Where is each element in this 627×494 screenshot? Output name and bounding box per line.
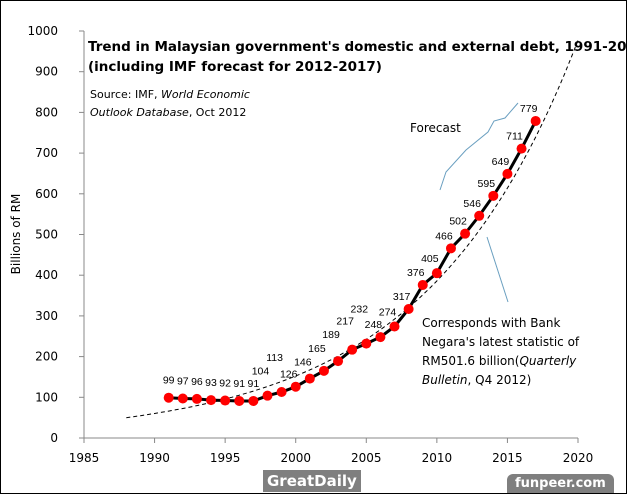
data-point bbox=[206, 395, 217, 406]
data-label: 232 bbox=[351, 304, 369, 316]
data-point bbox=[333, 356, 344, 367]
x-tick-label: 2015 bbox=[492, 451, 523, 465]
data-label: 91 bbox=[233, 378, 245, 390]
data-point bbox=[403, 303, 414, 314]
data-point bbox=[177, 393, 188, 404]
data-point bbox=[276, 387, 287, 398]
y-tick-label: 900 bbox=[35, 65, 58, 79]
chart-title: Trend in Malaysian government's domestic… bbox=[88, 39, 627, 55]
forecast-brace bbox=[439, 102, 519, 191]
data-label: 189 bbox=[322, 329, 340, 341]
data-label: 93 bbox=[205, 377, 217, 389]
y-tick-label: 700 bbox=[35, 146, 58, 160]
data-label: 99 bbox=[163, 375, 175, 387]
data-point bbox=[530, 115, 541, 126]
y-tick-label: 800 bbox=[35, 105, 58, 119]
bank-note-line-3: RM501.6 billion(Quarterly bbox=[422, 354, 577, 368]
watermark-funpeer: funpeer.com bbox=[507, 474, 614, 493]
callout-line bbox=[486, 236, 509, 303]
data-point bbox=[290, 381, 301, 392]
data-label: 217 bbox=[336, 316, 354, 328]
data-label: 126 bbox=[280, 369, 298, 381]
data-point bbox=[163, 392, 174, 403]
data-point bbox=[191, 393, 202, 404]
data-label: 595 bbox=[478, 178, 496, 190]
x-tick-label: 2005 bbox=[351, 451, 382, 465]
data-point bbox=[347, 344, 358, 355]
x-tick-label: 2010 bbox=[422, 451, 453, 465]
bank-note-line-2: Negara's latest statistic of bbox=[422, 335, 580, 349]
data-label: 248 bbox=[365, 319, 383, 331]
x-tick-label: 1990 bbox=[139, 451, 170, 465]
data-point bbox=[445, 243, 456, 254]
y-tick-label: 1000 bbox=[27, 24, 58, 38]
y-tick-label: 0 bbox=[50, 431, 58, 445]
y-tick-label: 300 bbox=[35, 309, 58, 323]
data-label: 96 bbox=[191, 376, 203, 388]
y-tick-label: 100 bbox=[35, 390, 58, 404]
bank-note-line-4: Bulletin, Q4 2012) bbox=[422, 373, 531, 387]
data-point bbox=[516, 143, 527, 154]
data-label: 104 bbox=[252, 366, 270, 378]
data-point bbox=[304, 373, 315, 384]
data-point bbox=[431, 268, 442, 279]
x-tick-label: 1995 bbox=[210, 451, 241, 465]
data-label: 546 bbox=[463, 198, 481, 210]
data-label: 466 bbox=[435, 230, 453, 242]
data-label: 779 bbox=[520, 103, 538, 115]
data-point bbox=[220, 395, 231, 406]
data-point bbox=[361, 338, 372, 349]
data-label: 405 bbox=[421, 253, 439, 265]
data-point bbox=[248, 395, 259, 406]
data-label: 711 bbox=[506, 131, 523, 143]
y-tick-label: 200 bbox=[35, 350, 58, 364]
data-label: 317 bbox=[393, 291, 411, 303]
y-tick-label: 400 bbox=[35, 268, 58, 282]
x-tick-label: 1985 bbox=[69, 451, 100, 465]
data-label: 91 bbox=[248, 378, 260, 390]
data-label: 649 bbox=[492, 156, 510, 168]
data-point bbox=[502, 168, 513, 179]
data-point bbox=[318, 365, 329, 376]
data-point bbox=[460, 228, 471, 239]
forecast-label: Forecast bbox=[410, 121, 461, 135]
data-point bbox=[262, 390, 273, 401]
watermark-greatdaily: GreatDaily bbox=[263, 470, 361, 492]
chart-subtitle: (including IMF forecast for 2012-2017) bbox=[88, 59, 382, 75]
data-label: 376 bbox=[407, 267, 425, 279]
data-point bbox=[375, 332, 386, 343]
y-axis-label: Billions of RM bbox=[9, 194, 23, 275]
data-point bbox=[389, 321, 400, 332]
data-label: 502 bbox=[449, 216, 467, 228]
data-point bbox=[488, 190, 499, 201]
data-label: 92 bbox=[219, 378, 231, 390]
x-tick-label: 2000 bbox=[280, 451, 311, 465]
data-point bbox=[474, 210, 485, 221]
data-label: 274 bbox=[379, 306, 397, 318]
source-line-2: Outlook Database, Oct 2012 bbox=[90, 106, 246, 119]
x-tick-label: 2020 bbox=[563, 451, 594, 465]
data-label: 97 bbox=[177, 376, 189, 388]
y-tick-label: 600 bbox=[35, 187, 58, 201]
data-point bbox=[234, 395, 245, 406]
data-label: 146 bbox=[294, 357, 312, 369]
data-label: 165 bbox=[308, 343, 326, 355]
y-tick-label: 500 bbox=[35, 228, 58, 242]
data-point bbox=[417, 279, 428, 290]
data-label: 113 bbox=[266, 352, 283, 364]
bank-note-line-1: Corresponds with Bank bbox=[422, 316, 560, 330]
source-line-1: Source: IMF, World Economic bbox=[90, 88, 250, 101]
